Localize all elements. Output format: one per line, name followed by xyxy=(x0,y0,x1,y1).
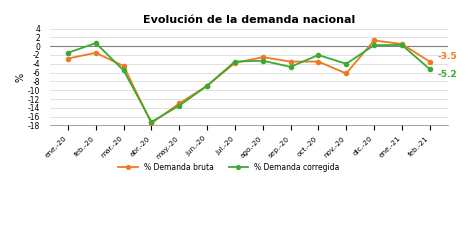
% Demanda corregida xyxy=(371,44,377,47)
% Demanda bruta xyxy=(232,61,238,64)
% Demanda bruta xyxy=(176,102,182,105)
% Demanda bruta xyxy=(288,60,293,63)
% Demanda bruta xyxy=(148,122,154,125)
Line: % Demanda bruta: % Demanda bruta xyxy=(66,38,432,125)
% Demanda corregida xyxy=(260,59,265,62)
% Demanda corregida xyxy=(316,54,321,56)
% Demanda corregida xyxy=(121,69,127,72)
% Demanda bruta xyxy=(343,72,349,75)
% Demanda bruta xyxy=(371,39,377,42)
Y-axis label: %: % xyxy=(15,73,25,82)
% Demanda corregida xyxy=(288,65,293,68)
% Demanda bruta xyxy=(427,60,432,63)
% Demanda corregida xyxy=(399,43,405,46)
% Demanda corregida xyxy=(176,104,182,107)
Text: -5.2: -5.2 xyxy=(438,70,457,79)
% Demanda corregida xyxy=(93,42,99,45)
Legend: % Demanda bruta, % Demanda corregida: % Demanda bruta, % Demanda corregida xyxy=(115,160,342,175)
% Demanda bruta xyxy=(260,56,265,59)
Line: % Demanda corregida: % Demanda corregida xyxy=(66,41,432,124)
% Demanda bruta xyxy=(316,60,321,63)
% Demanda bruta xyxy=(204,84,210,87)
Title: Evolución de la demanda nacional: Evolución de la demanda nacional xyxy=(143,15,355,25)
% Demanda bruta xyxy=(121,64,127,67)
% Demanda corregida xyxy=(204,84,210,87)
% Demanda corregida xyxy=(232,60,238,63)
% Demanda corregida xyxy=(427,68,432,70)
Text: -3.5: -3.5 xyxy=(438,52,457,61)
% Demanda bruta xyxy=(93,51,99,54)
% Demanda corregida xyxy=(65,51,71,54)
% Demanda bruta xyxy=(399,43,405,46)
% Demanda corregida xyxy=(343,62,349,65)
% Demanda bruta xyxy=(65,57,71,60)
% Demanda corregida xyxy=(148,120,154,123)
